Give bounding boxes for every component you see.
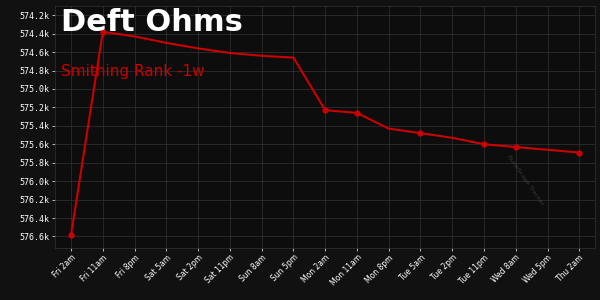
- Text: RuneScape Tracker: RuneScape Tracker: [506, 154, 544, 206]
- Text: Smithing Rank -1w: Smithing Rank -1w: [61, 64, 204, 79]
- Text: Deft Ohms: Deft Ohms: [61, 8, 242, 38]
